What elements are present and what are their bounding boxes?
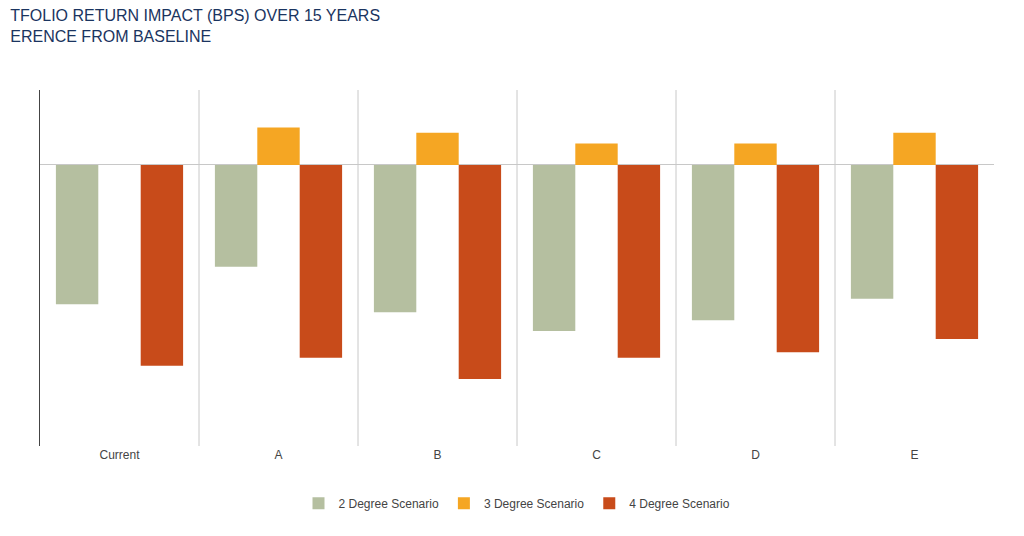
svg-text:4 Degree Scenario: 4 Degree Scenario: [629, 497, 729, 511]
svg-text:A: A: [274, 448, 282, 462]
svg-text:E: E: [910, 448, 918, 462]
svg-text:C: C: [592, 448, 601, 462]
svg-text:D: D: [751, 448, 760, 462]
svg-text:2 Degree Scenario: 2 Degree Scenario: [339, 497, 439, 511]
svg-text:Current: Current: [99, 448, 140, 462]
svg-text:TFOLIO RETURN IMPACT (BPS) OVE: TFOLIO RETURN IMPACT (BPS) OVER 15 YEARS…: [10, 7, 380, 45]
svg-text:3 Degree Scenario: 3 Degree Scenario: [484, 497, 584, 511]
svg-text:B: B: [433, 448, 441, 462]
